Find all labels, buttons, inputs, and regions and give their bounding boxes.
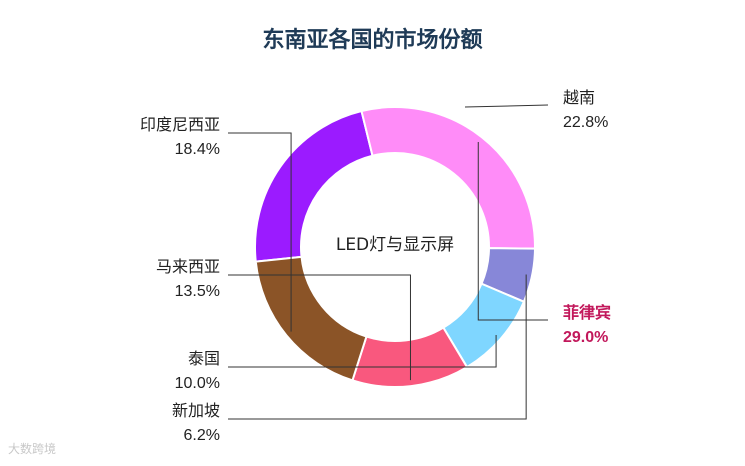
slice-2-leader <box>477 142 548 321</box>
slice-5-name: 马来西亚 <box>156 257 220 276</box>
slice-3-name: 新加坡 <box>172 401 220 420</box>
slice-6 <box>254 255 368 382</box>
slice-2 <box>360 106 536 250</box>
slice-1-leader <box>464 104 549 108</box>
watermark: 大数跨境 <box>8 442 57 456</box>
slice-3-percent: 6.2% <box>184 427 220 444</box>
slice-2-name: 菲律宾 <box>563 303 611 322</box>
slice-1-name: 越南 <box>563 88 595 107</box>
center-label: LED灯与显示屏 <box>336 235 454 255</box>
chart-title: 东南亚各国的市场份额 <box>262 28 483 53</box>
slice-5 <box>351 326 469 388</box>
slice-6-percent: 18.4% <box>175 141 220 158</box>
slice-4-percent: 10.0% <box>175 375 220 392</box>
slice-5-leader <box>228 274 411 381</box>
slice-1-percent: 22.8% <box>563 114 608 131</box>
slice-3-leader <box>228 274 527 420</box>
slice-6-leader <box>228 132 292 332</box>
slice-6-name: 印度尼西亚 <box>140 115 220 134</box>
slice-4-leader <box>228 334 497 368</box>
slice-4-name: 泰国 <box>188 349 220 368</box>
slice-2-percent: 29.0% <box>563 329 608 346</box>
slice-5-percent: 13.5% <box>175 283 220 300</box>
